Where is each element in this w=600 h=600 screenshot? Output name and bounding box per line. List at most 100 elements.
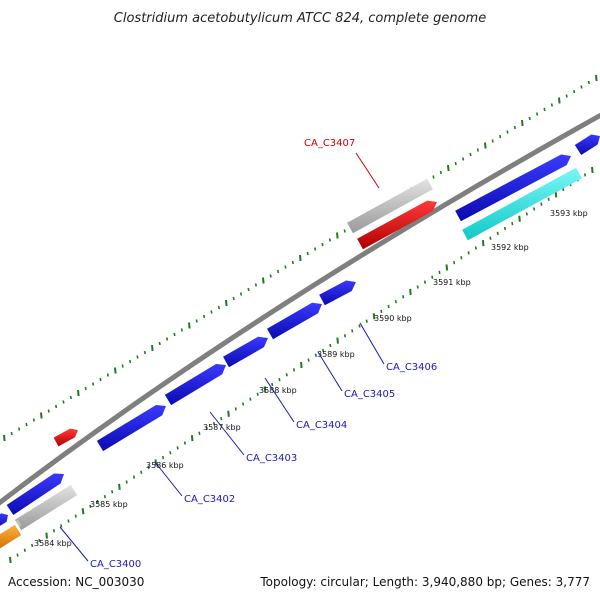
outer-tick-mark — [573, 89, 576, 94]
gene-label[interactable]: CA_C3405 — [344, 389, 395, 400]
outer-tick-mark — [136, 355, 139, 359]
gene-arrow[interactable] — [267, 302, 322, 340]
inner-tick-track — [9, 166, 594, 564]
inner-tick-mark — [52, 529, 56, 533]
gene-label[interactable]: CA_C3404 — [296, 420, 347, 431]
gene-arrow-highlight — [164, 358, 229, 395]
outer-tick-mark — [543, 107, 546, 112]
gene-label[interactable]: CA_C3402 — [184, 494, 235, 505]
gene-arrow[interactable] — [357, 200, 437, 250]
outer-tick-mark — [587, 80, 590, 85]
inner-tick-mark — [423, 280, 427, 284]
outer-tick-mark — [469, 152, 472, 157]
gene-label-leader — [154, 461, 183, 497]
inner-tick-mark — [358, 324, 361, 328]
outer-tick-mark — [69, 395, 72, 400]
inner-tick-mark — [460, 256, 463, 260]
inner-tick-mark — [452, 260, 456, 265]
gene-arrow[interactable] — [0, 524, 22, 550]
inner-tick-mark — [285, 373, 288, 377]
scale-tick-label: 3590 kbp — [374, 314, 412, 323]
gene-arrow[interactable] — [455, 154, 571, 222]
outer-tick-mark — [536, 112, 539, 116]
outer-tick-mark — [439, 170, 442, 175]
gene-arrow[interactable] — [223, 336, 268, 368]
gene-label[interactable]: CA_C3400 — [90, 559, 141, 570]
gene-label[interactable]: CA_C3406 — [386, 362, 437, 373]
gene-label-leader — [317, 351, 343, 392]
outer-tick-mark — [151, 344, 154, 352]
outer-tick-mark — [77, 389, 80, 397]
inner-tick-mark — [481, 240, 485, 247]
inner-tick-mark — [242, 402, 245, 406]
gene-arrow[interactable] — [14, 484, 78, 531]
outer-tick-mark — [217, 305, 220, 310]
inner-tick-mark — [256, 392, 259, 396]
outer-tick-mark — [92, 382, 95, 386]
inner-tick-mark — [220, 416, 223, 421]
outer-tick-mark — [40, 412, 43, 419]
gene-arrow[interactable] — [462, 167, 582, 241]
outer-tick-mark — [291, 260, 294, 265]
outer-tick-mark — [10, 431, 13, 436]
inner-tick-mark — [111, 490, 114, 494]
outer-tick-mark — [225, 299, 228, 307]
outer-tick-mark — [484, 142, 487, 149]
inner-tick-mark — [583, 173, 587, 177]
outer-tick-mark — [284, 265, 287, 269]
gene-arrow[interactable] — [0, 513, 8, 529]
outer-tick-mark — [3, 434, 6, 442]
inner-tick-mark — [45, 532, 48, 539]
inner-tick-mark — [402, 295, 405, 299]
gene-label[interactable]: CA_C3403 — [246, 453, 297, 464]
outer-tick-mark — [343, 229, 346, 233]
outer-tick-mark — [595, 74, 598, 82]
outer-tick-mark — [314, 247, 317, 251]
inner-tick-mark — [322, 348, 325, 353]
inner-tick-mark — [263, 386, 267, 393]
scale-tick-label: 3584 kbp — [34, 539, 72, 548]
inner-tick-mark — [467, 251, 470, 255]
inner-tick-mark — [409, 288, 412, 295]
outer-tick-mark — [277, 269, 280, 274]
gene-arrow[interactable] — [319, 280, 356, 306]
inner-tick-mark — [16, 553, 19, 557]
outer-tick-mark — [550, 103, 553, 107]
inner-tick-mark — [31, 543, 34, 548]
gene-arrow[interactable] — [53, 428, 78, 447]
outer-tick-mark — [528, 116, 531, 121]
gene-arrow-highlight — [347, 173, 433, 223]
outer-tick-mark — [269, 274, 272, 278]
inner-tick-mark — [38, 538, 41, 543]
outer-tick-mark — [32, 418, 35, 422]
outer-tick-mark — [491, 139, 494, 143]
inner-tick-mark — [147, 465, 150, 470]
outer-tick-mark — [580, 85, 583, 89]
outer-tick-mark — [513, 125, 516, 130]
inner-tick-mark — [169, 451, 172, 455]
outer-tick-mark — [99, 377, 102, 382]
gene-arrow[interactable] — [6, 473, 64, 515]
inner-tick-mark — [125, 480, 128, 484]
gene-label[interactable]: CA_C3407 — [304, 138, 355, 149]
inner-tick-mark — [300, 361, 303, 369]
gene-arrow[interactable] — [347, 178, 433, 234]
gene-arrow[interactable] — [574, 134, 600, 156]
gene-arrow[interactable] — [164, 363, 226, 406]
scale-tick-label: 3591 kbp — [433, 278, 471, 287]
outer-tick-mark — [262, 277, 265, 284]
inner-tick-mark — [67, 519, 70, 523]
outer-tick-mark — [18, 427, 21, 431]
inner-tick-mark — [533, 207, 536, 211]
outer-tick-mark — [336, 232, 339, 239]
inner-tick-mark — [518, 215, 521, 222]
inner-tick-mark — [416, 285, 419, 289]
gene-arrow[interactable] — [96, 405, 166, 452]
outer-tick-mark — [173, 332, 176, 337]
inner-tick-mark — [60, 524, 63, 528]
gene-arrow-highlight — [6, 468, 67, 506]
inner-tick-mark — [547, 197, 550, 201]
outer-tick-mark — [232, 296, 235, 301]
outer-tick-mark — [432, 175, 435, 179]
outer-tick-mark — [25, 422, 28, 427]
